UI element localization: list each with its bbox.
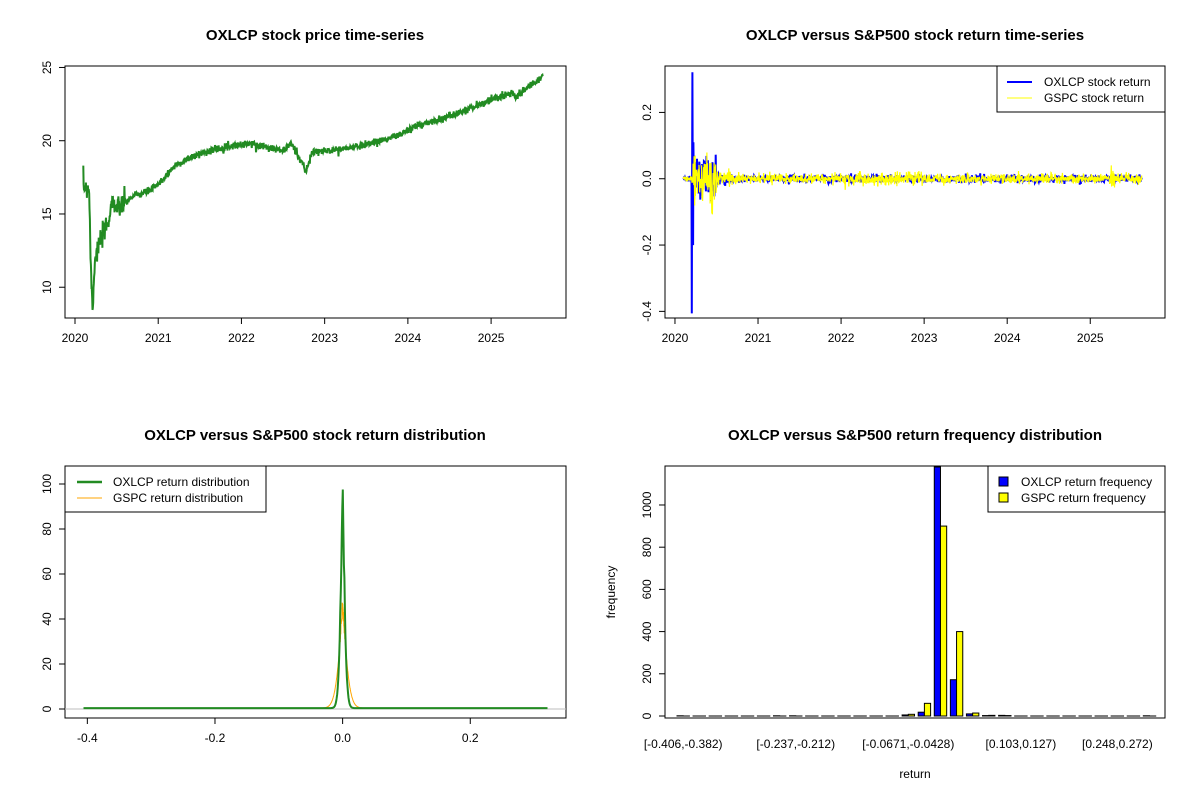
- y-tick-label: 0: [40, 705, 54, 712]
- y-tick-label: 1000: [640, 491, 654, 518]
- oxlcp-bar: [917, 711, 925, 717]
- y-tick-label: 20: [40, 657, 54, 671]
- price-line: [82, 73, 544, 311]
- oxlcp-bar: [901, 714, 909, 717]
- plot-border: [64, 465, 567, 719]
- x-tick-label: 0.2: [462, 731, 479, 745]
- x-tick-label: 2023: [311, 331, 338, 345]
- y-tick-label: 0: [640, 712, 654, 719]
- legend-swatch: [998, 476, 1009, 487]
- x-tick-label: [-0.406,-0.382): [644, 737, 723, 751]
- x-tick-label: -0.2: [205, 731, 226, 745]
- y-tick-label: 0.2: [640, 104, 654, 121]
- legend-swatch: [998, 492, 1009, 503]
- chart-title: OXLCP versus S&P500 stock return time-se…: [746, 27, 1084, 44]
- gspc-bar: [939, 525, 948, 717]
- y-axis-label: frequency: [604, 566, 618, 619]
- legend: OXLCP return frequency GSPC return freque…: [987, 465, 1166, 513]
- y-tick-label: 800: [640, 537, 654, 557]
- y-tick-label: -0.4: [640, 301, 654, 322]
- legend-label: GSPC stock return: [1044, 91, 1144, 105]
- return-distribution-plot: OXLCP versus S&P500 stock return distrib…: [40, 427, 567, 745]
- y-tick-label: 80: [40, 522, 54, 536]
- y-tick-label: -0.2: [640, 234, 654, 255]
- legend-box: [64, 465, 267, 513]
- oxlcp-density-line: [83, 489, 548, 710]
- oxlcp-bar: [965, 713, 974, 717]
- legend-label: OXLCP return frequency: [1021, 475, 1152, 489]
- y-tick-label: 200: [640, 663, 654, 683]
- plot-border: [664, 65, 1166, 319]
- legend-box: [987, 465, 1166, 513]
- gspc-bar: [907, 713, 916, 717]
- gspc-bar: [988, 714, 996, 717]
- y-tick-label: 100: [40, 474, 54, 494]
- x-tick-label: 2024: [994, 331, 1021, 345]
- price-plot: OXLCP stock price time-series 2020 2021 20…: [40, 27, 567, 345]
- legend-box: [996, 65, 1166, 113]
- x-tick-label: 2020: [662, 331, 689, 345]
- y-tick-label: 400: [640, 621, 654, 641]
- x-tick-label: [0.103,0.127): [986, 737, 1057, 751]
- y-tick-label: 10: [40, 280, 54, 294]
- chart-title: OXLCP versus S&P500 stock return distrib…: [144, 427, 485, 444]
- y-tick-label: 60: [40, 567, 54, 581]
- gspc-return-line: [682, 152, 1143, 215]
- x-tick-label: 2022: [828, 331, 855, 345]
- x-tick-label: 2023: [911, 331, 938, 345]
- x-tick-label: 2025: [478, 331, 505, 345]
- x-tick-label: 2024: [395, 331, 422, 345]
- gspc-density-line: [301, 602, 401, 709]
- x-tick-label: [0.248,0.272): [1082, 737, 1153, 751]
- chart-title: OXLCP stock price time-series: [206, 27, 424, 44]
- legend: OXLCP return distribution GSPC return dis…: [64, 465, 267, 513]
- legend-label: GSPC return frequency: [1021, 491, 1146, 505]
- gspc-bar: [956, 631, 964, 717]
- legend-label: GSPC return distribution: [113, 491, 243, 505]
- y-tick-label: 0.0: [640, 170, 654, 187]
- x-tick-label: 2021: [745, 331, 772, 345]
- legend-label: OXLCP stock return: [1044, 75, 1151, 89]
- x-tick-label: [-0.0671,-0.0428): [862, 737, 954, 751]
- y-tick-label: 20: [40, 134, 54, 148]
- x-tick-label: 2025: [1077, 331, 1104, 345]
- oxlcp-bar: [949, 679, 958, 717]
- y-tick-label: 600: [640, 579, 654, 599]
- x-tick-label: 2022: [228, 331, 255, 345]
- y-tick-label: 15: [40, 207, 54, 221]
- x-tick-label: 0.0: [334, 731, 351, 745]
- x-tick-label: -0.4: [77, 731, 98, 745]
- y-tick-label: 40: [40, 612, 54, 626]
- x-axis-label: return: [899, 767, 930, 781]
- frequency-bar-plot: OXLCP versus S&P500 return frequency dis…: [604, 427, 1166, 781]
- oxlcp-bar: [933, 466, 941, 717]
- legend: OXLCP stock return GSPC stock return: [996, 65, 1166, 113]
- plot-border: [664, 465, 1166, 719]
- gspc-bar: [972, 712, 980, 717]
- y-tick-label: 25: [40, 60, 54, 74]
- x-tick-label: [-0.237,-0.212): [756, 737, 835, 751]
- plot-border: [64, 65, 567, 319]
- chart-title: OXLCP versus S&P500 return frequency dis…: [728, 427, 1102, 444]
- x-tick-label: 2021: [145, 331, 172, 345]
- gspc-bar: [923, 702, 932, 717]
- x-tick-label: 2020: [62, 331, 89, 345]
- legend-label: OXLCP return distribution: [113, 475, 250, 489]
- return-timeseries-plot: OXLCP versus S&P500 stock return time-se…: [640, 27, 1166, 345]
- oxlcp-bar: [998, 714, 1006, 717]
